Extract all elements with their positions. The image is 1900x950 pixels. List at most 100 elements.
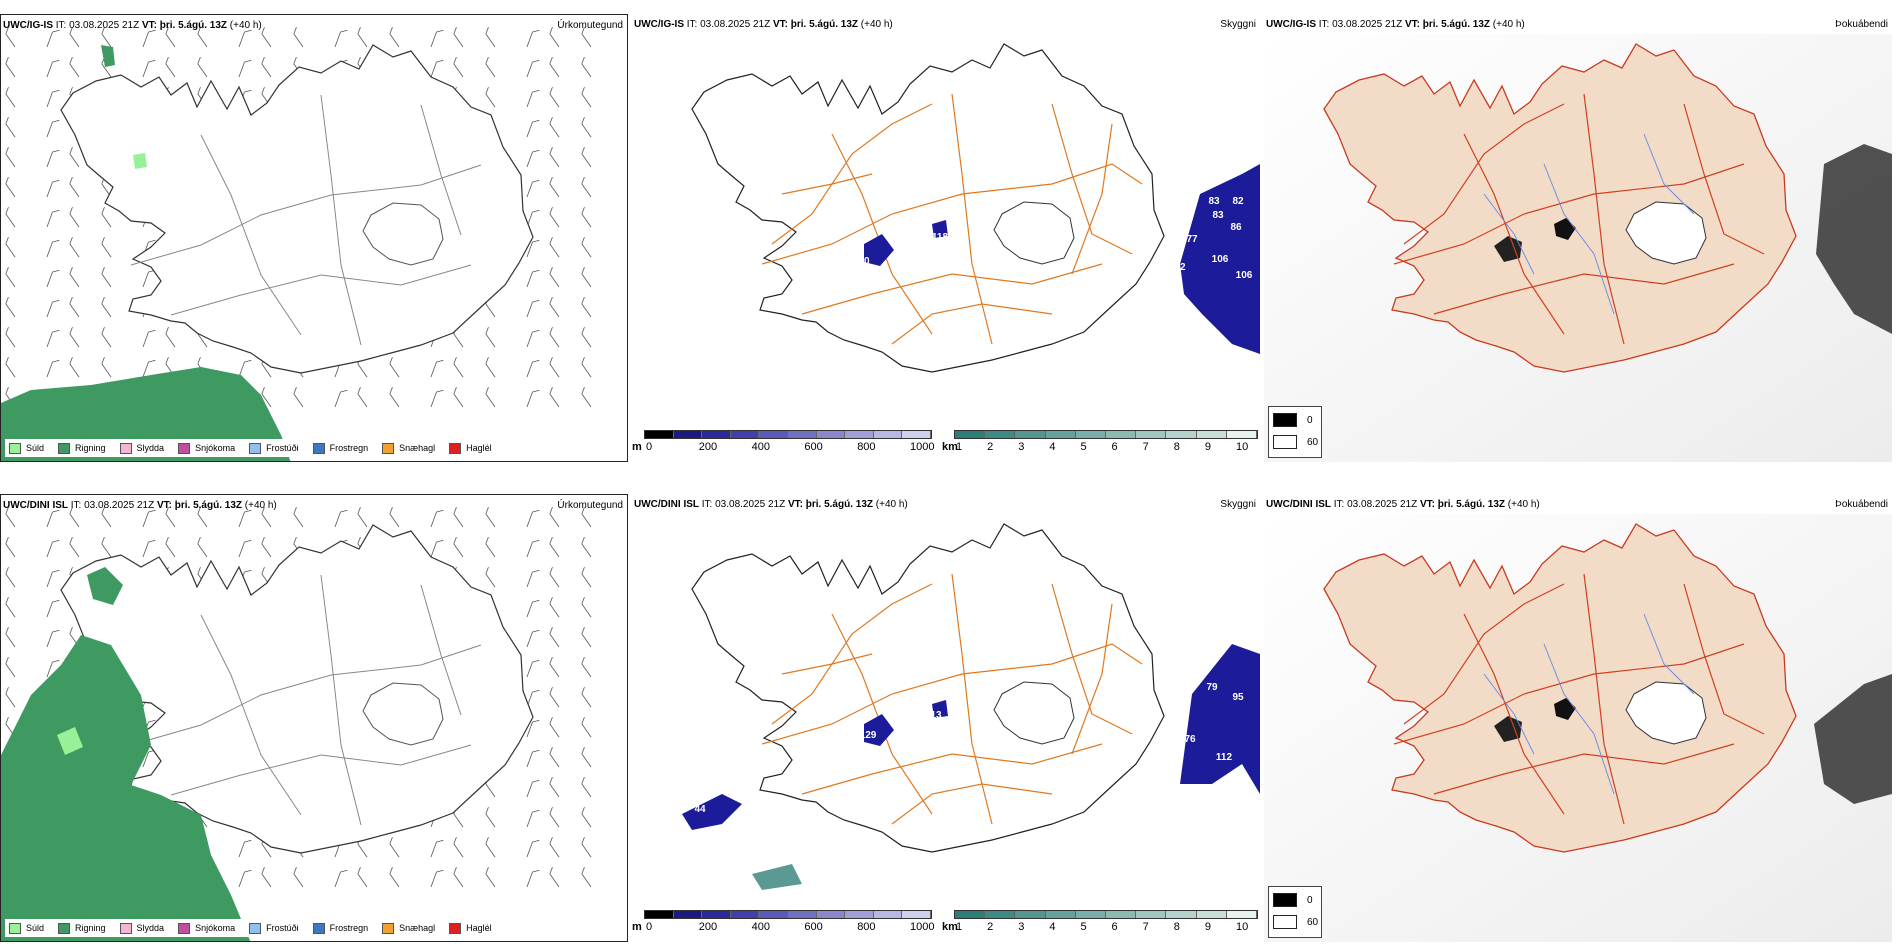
road-line bbox=[200, 614, 302, 816]
panel-title: Úrkomutegund bbox=[557, 20, 623, 31]
fog-legend-row: 60 bbox=[1273, 435, 1318, 449]
visibility-map-canvas: 79 95 76 112 137 129 13 118 61 44 bbox=[682, 523, 1260, 890]
wind-barb bbox=[581, 507, 592, 528]
road-line bbox=[200, 134, 302, 336]
colorbar-tick: 2 bbox=[987, 921, 994, 933]
wind-barb bbox=[581, 567, 592, 588]
wind-barb bbox=[142, 29, 156, 48]
colorbar-tick: 0 bbox=[646, 441, 653, 453]
colorbar-tick: 400 bbox=[751, 921, 770, 933]
iceland-coastline bbox=[691, 43, 1165, 373]
legend-item: Frostúði bbox=[249, 442, 299, 454]
wind-barb bbox=[5, 687, 16, 708]
lead-time: (+40 h) bbox=[875, 499, 908, 510]
wind-barb bbox=[485, 327, 496, 348]
legend-item: Snjókoma bbox=[178, 922, 235, 934]
wind-barb bbox=[5, 87, 16, 108]
wind-barb bbox=[142, 539, 156, 558]
panel-title: Þokuábendi bbox=[1835, 19, 1888, 30]
colorbar-tick: 0 bbox=[646, 921, 653, 933]
wind-barb bbox=[581, 57, 592, 78]
wind-barb bbox=[526, 539, 540, 558]
colorbar-strip bbox=[954, 910, 1258, 919]
wind-barb bbox=[549, 597, 560, 618]
precip-map-canvas bbox=[1, 507, 592, 941]
wind-barb bbox=[69, 537, 80, 558]
road-line bbox=[831, 613, 933, 815]
it-label: IT: bbox=[686, 19, 698, 30]
legend-swatch bbox=[382, 922, 395, 934]
colorbar-tick: 3 bbox=[1018, 441, 1025, 453]
valid-time: þri. 5.ágú. 13Z bbox=[805, 499, 873, 510]
legend-swatch bbox=[382, 442, 395, 454]
wind-barb bbox=[526, 749, 540, 768]
fog-legend-row: 0 bbox=[1273, 413, 1313, 427]
legend-item: Snæhagl bbox=[382, 442, 435, 454]
wind-barb bbox=[526, 149, 540, 168]
iceland-coastline bbox=[1323, 43, 1797, 373]
wind-barb bbox=[430, 509, 444, 528]
road-line bbox=[1583, 573, 1625, 825]
road-line bbox=[1051, 583, 1133, 735]
wind-barb bbox=[69, 27, 80, 48]
road-line bbox=[1433, 263, 1735, 315]
legend-item: Súld bbox=[9, 442, 44, 454]
precip-type-legend: Súld Rigning Slydda Snjókoma Frostúði Frostre… bbox=[5, 919, 496, 937]
wind-barb bbox=[261, 537, 272, 558]
road-line bbox=[891, 783, 1053, 825]
iceland-coastline bbox=[60, 44, 534, 374]
wind-barb bbox=[165, 27, 176, 48]
ceiling-value-label: 95 bbox=[1232, 692, 1244, 703]
wind-barb bbox=[581, 627, 592, 648]
wind-barb bbox=[581, 237, 592, 258]
wind-barb bbox=[581, 777, 592, 798]
wind-barb bbox=[549, 117, 560, 138]
ceiling-value-label: 83 bbox=[1212, 210, 1224, 221]
wind-barb bbox=[526, 599, 540, 618]
ceiling-value-label: 106 bbox=[1236, 270, 1253, 281]
fog-legend-row: 0 bbox=[1273, 893, 1313, 907]
road-line bbox=[170, 744, 472, 796]
wind-barb bbox=[238, 539, 252, 558]
wind-barb bbox=[549, 87, 560, 108]
wind-barb bbox=[165, 327, 176, 348]
fog-legend-swatch bbox=[1273, 893, 1297, 907]
wind-barb bbox=[5, 357, 16, 378]
wind-barb bbox=[485, 567, 496, 588]
vt-label: VT: bbox=[1419, 499, 1435, 510]
wind-barb bbox=[142, 509, 156, 528]
issue-time: 03.08.2025 21Z bbox=[84, 500, 155, 511]
wind-barb bbox=[5, 57, 16, 78]
wind-barb bbox=[526, 569, 540, 588]
wind-barb bbox=[5, 597, 16, 618]
wind-barb bbox=[69, 237, 80, 258]
colorbar-unit: km bbox=[942, 921, 958, 933]
legend-swatch bbox=[312, 442, 325, 454]
wind-barb bbox=[485, 867, 496, 888]
river-line bbox=[1543, 163, 1615, 315]
legend-item: Slydda bbox=[119, 922, 164, 934]
ceiling-value-label: 13 bbox=[930, 710, 942, 721]
colorbar-tick: 200 bbox=[698, 441, 718, 453]
fog-legend-value: 60 bbox=[1307, 436, 1319, 448]
wind-barb bbox=[165, 537, 176, 558]
ceiling-value-label: 86 bbox=[1230, 222, 1242, 233]
wind-barb bbox=[5, 537, 16, 558]
wind-barb bbox=[238, 59, 252, 78]
wind-barb bbox=[293, 27, 304, 48]
wind-barb bbox=[581, 87, 592, 108]
wind-barb bbox=[485, 387, 496, 408]
colorbar-tick: 1000 bbox=[910, 921, 935, 933]
wind-barb bbox=[238, 869, 252, 888]
panel-header: UWC/IG-IS IT: 03.08.2025 21Z VT: þri. 5.… bbox=[1266, 19, 1525, 30]
iceland-coastline bbox=[60, 524, 534, 854]
wind-barb bbox=[549, 567, 560, 588]
wind-barb bbox=[581, 147, 592, 168]
ceiling-value-label: 90 bbox=[858, 256, 870, 267]
wind-barb bbox=[526, 299, 540, 318]
panel-header: UWC/DINI ISL IT: 03.08.2025 21Z VT: þri.… bbox=[3, 500, 277, 511]
wind-barb bbox=[453, 27, 464, 48]
glacier-outline bbox=[362, 682, 444, 746]
wind-barb bbox=[549, 357, 560, 378]
wind-barb bbox=[526, 59, 540, 78]
